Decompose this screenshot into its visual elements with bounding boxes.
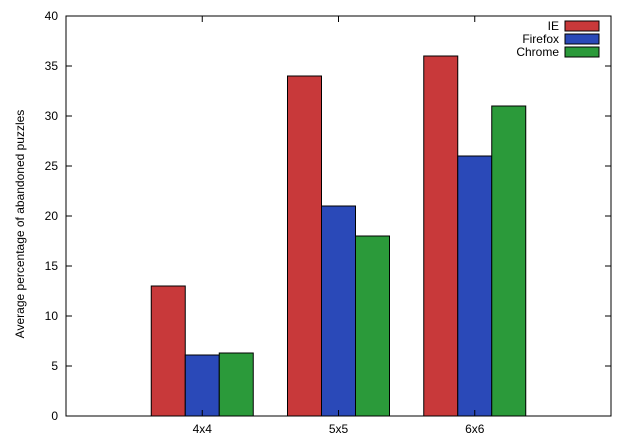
legend-label-firefox: Firefox xyxy=(522,32,559,46)
x-tick-label-2: 6x6 xyxy=(465,422,485,436)
y-tick-label-4: 20 xyxy=(45,209,59,223)
bar-ie-5x5 xyxy=(287,75,322,417)
y-tick-label-1: 5 xyxy=(51,359,58,373)
bars-layer xyxy=(150,55,527,417)
y-tick-label-5: 25 xyxy=(45,159,59,173)
legend-label-chrome: Chrome xyxy=(516,45,559,59)
y-axis-title: Average percentage of abandoned puzzles xyxy=(13,110,27,339)
y-axis: 0 5 10 15 20 25 30 35 40 xyxy=(45,9,611,423)
y-tick-label-7: 35 xyxy=(45,59,59,73)
bar-ie-4x4 xyxy=(150,285,186,417)
x-axis: 4x4 5x5 6x6 xyxy=(193,16,485,436)
legend-swatch-chrome xyxy=(564,46,600,58)
bar-firefox-6x6 xyxy=(457,155,493,417)
bar-ie-6x6 xyxy=(423,55,459,417)
y-tick-label-6: 30 xyxy=(45,109,59,123)
y-tick-label-0: 0 xyxy=(51,409,58,423)
x-tick-label-0: 4x4 xyxy=(193,422,213,436)
bar-firefox-4x4 xyxy=(184,354,220,417)
x-tick-label-1: 5x5 xyxy=(329,422,349,436)
bar-chrome-5x5 xyxy=(355,235,390,417)
bar-chrome-4x4 xyxy=(218,352,254,417)
bar-firefox-5x5 xyxy=(321,205,356,417)
legend-label-ie: IE xyxy=(548,19,559,33)
legend-swatch-ie xyxy=(564,20,600,32)
legend-swatch-firefox xyxy=(564,33,600,45)
y-tick-label-8: 40 xyxy=(45,9,59,23)
y-tick-label-3: 15 xyxy=(45,259,59,273)
y-tick-label-2: 10 xyxy=(45,309,59,323)
bar-chrome-6x6 xyxy=(491,105,527,417)
